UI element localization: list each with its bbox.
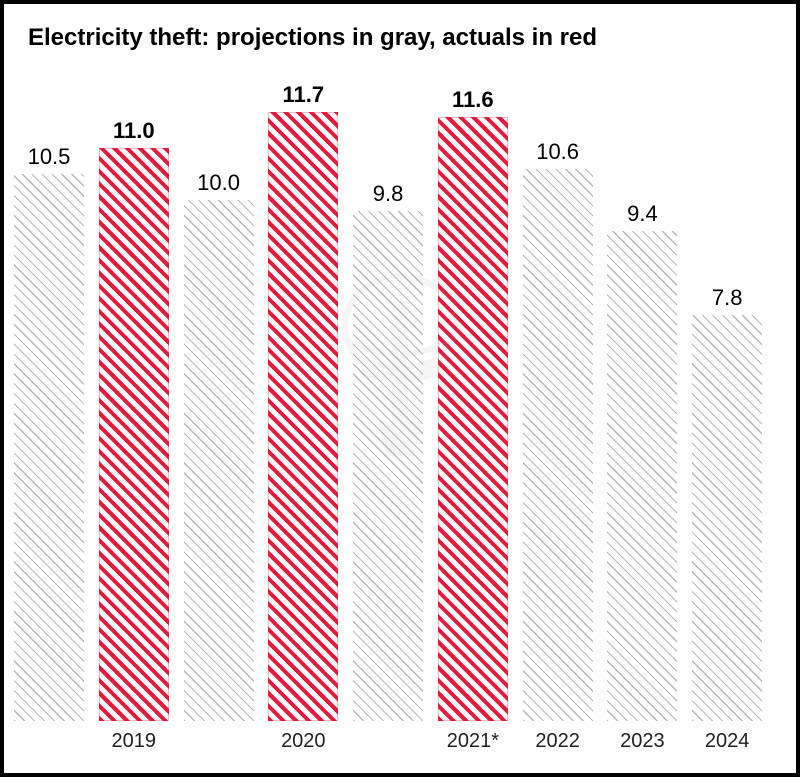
x-axis-label: 2021* [428, 730, 518, 753]
bar-value-label: 10.0 [184, 170, 254, 196]
bar-projection: 10.5 [14, 174, 84, 721]
bar-value-label: 10.6 [523, 139, 593, 165]
x-axis-label: 2023 [597, 730, 687, 753]
bar-value-label: 11.7 [268, 82, 338, 108]
x-axis-label: 2019 [89, 730, 179, 753]
chart-inner: Electricity theft: projections in gray, … [10, 10, 790, 767]
bar-projection: 9.4 [607, 231, 677, 721]
bar-value-label: 11.6 [438, 87, 508, 113]
bar-value-label: 9.8 [353, 181, 423, 207]
bar-projection: 10.0 [184, 200, 254, 721]
chart-frame: Electricity theft: projections in gray, … [0, 0, 800, 777]
bar-actual: 11.7 [268, 112, 338, 721]
bar-projection: 10.6 [523, 169, 593, 721]
plot-area: 10.511.010.011.79.811.610.69.47.8 [20, 70, 780, 721]
bar-value-label: 11.0 [99, 118, 169, 144]
bar-projection: 9.8 [353, 211, 423, 721]
bar-projection: 7.8 [692, 315, 762, 721]
x-axis-label: 2022 [513, 730, 603, 753]
x-axis-label: 2020 [258, 730, 348, 753]
bar-actual: 11.0 [99, 148, 169, 721]
bar-value-label: 9.4 [607, 201, 677, 227]
chart-title: Electricity theft: projections in gray, … [28, 24, 597, 52]
bar-value-label: 7.8 [692, 285, 762, 311]
x-axis-label: 2024 [682, 730, 772, 753]
bar-actual: 11.6 [438, 117, 508, 721]
bar-value-label: 10.5 [14, 144, 84, 170]
